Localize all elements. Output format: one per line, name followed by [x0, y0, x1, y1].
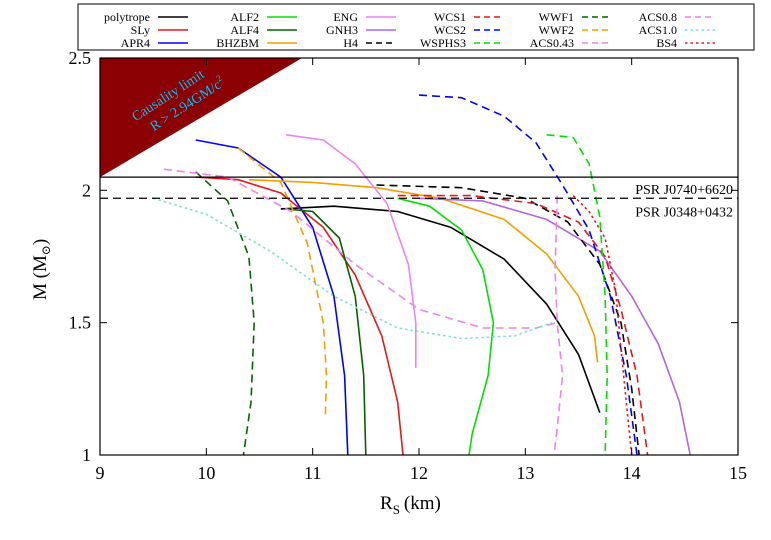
y-tick-label: 2 — [82, 180, 91, 200]
series-line-acs0-8 — [163, 168, 558, 329]
causality-label-sup: 2 — [214, 73, 223, 84]
series-line-bs4 — [572, 195, 633, 455]
legend-label: WCS2 — [434, 23, 466, 37]
series-line-polytrope — [280, 205, 601, 413]
legend-label: WCS1 — [434, 10, 466, 24]
legend-label: APR4 — [121, 36, 150, 50]
legend-label: SLy — [131, 23, 150, 37]
legend-label: GNH3 — [326, 23, 358, 37]
legend-label: BHZBM — [216, 36, 259, 50]
legend-label: ACS0.43 — [530, 36, 574, 50]
hline-label-0: PSR J0740+6620 — [635, 183, 733, 198]
x-tick-label: 15 — [729, 463, 747, 483]
y-axis-label: M (M⊙) — [30, 239, 53, 300]
series-line-bhzbm — [248, 178, 599, 363]
x-tick-label: 12 — [410, 463, 428, 483]
series-line-gnh3 — [418, 197, 691, 455]
y-tick-label: 1 — [82, 445, 91, 465]
series-line-wsphs3 — [546, 134, 609, 455]
legend-label: polytrope — [104, 10, 150, 24]
series-line-eng — [285, 134, 417, 368]
series-line-h4 — [376, 184, 640, 455]
x-tick-label: 11 — [304, 463, 321, 483]
legend-label: ACS0.8 — [639, 10, 677, 24]
legend-label: WWF2 — [539, 23, 574, 37]
legend-label: BS4 — [656, 36, 677, 50]
causality-limit-region — [100, 58, 303, 178]
x-axis-label: RS (km) — [380, 493, 441, 517]
series-line-acs0-43 — [553, 195, 564, 455]
y-axis-label-sub: ⊙ — [39, 245, 53, 255]
y-tick-label: 1.5 — [69, 313, 92, 333]
series-line-wwf1 — [195, 171, 255, 455]
legend-label: WSPHS3 — [420, 36, 466, 50]
x-tick-label: 13 — [516, 463, 534, 483]
x-tick-label: 14 — [623, 463, 641, 483]
hline-label-1: PSR J0348+0432 — [635, 205, 733, 220]
x-axis-label-sub: S — [393, 502, 400, 517]
legend-label: ACS1.0 — [639, 23, 677, 37]
series-line-acs1-0 — [152, 197, 553, 340]
legend-label: ALF4 — [230, 23, 259, 37]
legend-box — [77, 3, 755, 51]
series-line-wcs1 — [397, 194, 649, 455]
x-tick-label: 9 — [96, 463, 105, 483]
legend-label: ENG — [333, 10, 358, 24]
legend-label: ALF2 — [230, 10, 259, 24]
legend-label: WWF1 — [539, 10, 574, 24]
series-line-alf2 — [397, 197, 495, 455]
y-tick-label: 2.5 — [69, 48, 92, 68]
series-line-alf4 — [286, 208, 367, 455]
x-axis-label-unit: (km) — [404, 493, 441, 514]
y-axis-label-close: ) — [30, 239, 51, 245]
x-tick-label: 10 — [197, 463, 215, 483]
legend-label: H4 — [343, 36, 358, 50]
